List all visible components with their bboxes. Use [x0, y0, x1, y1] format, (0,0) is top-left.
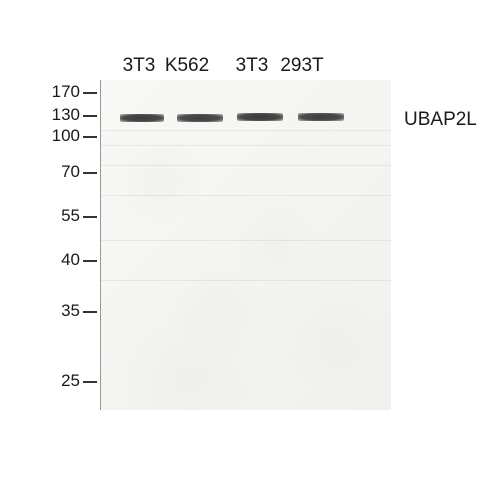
lane-labels-row: 3T3K5623T3293T — [115, 55, 326, 77]
protein-label: UBAP2L — [404, 109, 477, 131]
faint-line — [101, 240, 391, 241]
marker-dash — [83, 136, 97, 138]
marker-label: 35 — [40, 301, 80, 321]
faint-line — [101, 195, 391, 196]
lane-label: 3T3 — [115, 55, 163, 77]
marker-label: 100 — [40, 126, 80, 146]
lane-label: K562 — [163, 55, 211, 77]
protein-band — [298, 113, 344, 121]
marker-label: 40 — [40, 250, 80, 270]
protein-band — [177, 114, 223, 122]
marker-dash — [83, 92, 97, 94]
marker-label: 130 — [40, 105, 80, 125]
faint-line — [101, 145, 391, 146]
marker-dash — [83, 311, 97, 313]
faint-line — [101, 130, 391, 131]
marker-label: 25 — [40, 371, 80, 391]
lane-label: 3T3 — [228, 55, 276, 77]
lane-label: 293T — [278, 55, 326, 77]
marker-label: 55 — [40, 206, 80, 226]
blot-background — [100, 80, 391, 410]
marker-dash — [83, 381, 97, 383]
marker-dash — [83, 115, 97, 117]
marker-dash — [83, 172, 97, 174]
marker-dash — [83, 216, 97, 218]
faint-line — [101, 280, 391, 281]
protein-band — [120, 114, 164, 122]
faint-line — [101, 165, 391, 166]
marker-label: 170 — [40, 82, 80, 102]
protein-band — [237, 113, 283, 121]
marker-dash — [83, 260, 97, 262]
marker-label: 70 — [40, 162, 80, 182]
